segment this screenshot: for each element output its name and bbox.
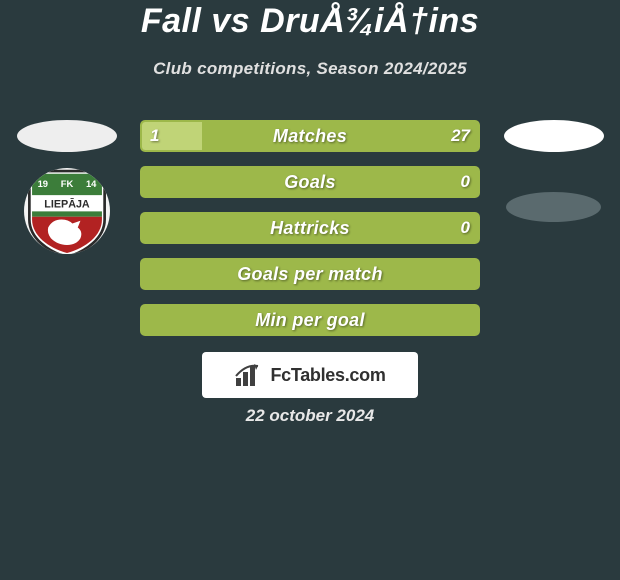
right-ellipse-1: [504, 120, 604, 152]
stat-bar-label: Matches: [142, 122, 478, 150]
stat-bar-hattricks: Hattricks0: [140, 212, 480, 244]
stat-bars: Matches127Goals0Hattricks0Goals per matc…: [140, 120, 480, 350]
svg-text:19: 19: [37, 178, 47, 189]
club-crest-icon: LIEPĀJA 19 14 FK: [24, 168, 110, 254]
stat-bar-matches: Matches1 27: [140, 120, 480, 152]
stat-bar-value-right: 0: [461, 214, 470, 242]
subtitle: Club competitions, Season 2024/2025: [0, 59, 620, 79]
fctables-logo-icon: [234, 362, 264, 388]
stat-bar-goals-per-match: Goals per match: [140, 258, 480, 290]
stat-bar-min-per-goal: Min per goal: [140, 304, 480, 336]
stat-bar-label: Min per goal: [142, 306, 478, 334]
stat-bar-value-right: 27: [451, 122, 470, 150]
left-column: LIEPĀJA 19 14 FK: [14, 120, 119, 254]
right-column: [501, 120, 606, 238]
stat-bar-label: Goals per match: [142, 260, 478, 288]
right-ellipse-2: [506, 192, 601, 222]
club-badge-fk-liepaja: LIEPĀJA 19 14 FK: [24, 168, 110, 254]
stat-bar-value-right: 0: [461, 168, 470, 196]
crest-label: LIEPĀJA: [44, 198, 90, 210]
brand-badge: FcTables.com: [202, 352, 418, 398]
stat-bar-goals: Goals0: [140, 166, 480, 198]
stat-bar-label: Goals: [142, 168, 478, 196]
stat-bar-value-left: 1: [150, 122, 159, 150]
stat-bar-label: Hattricks: [142, 214, 478, 242]
page-title: Fall vs DruÅ¾iÅ†ins: [0, 2, 620, 41]
date-text: 22 october 2024: [0, 406, 620, 426]
svg-text:14: 14: [85, 178, 96, 189]
svg-text:FK: FK: [60, 178, 73, 189]
left-ellipse-1: [17, 120, 117, 152]
brand-text: FcTables.com: [270, 365, 385, 386]
